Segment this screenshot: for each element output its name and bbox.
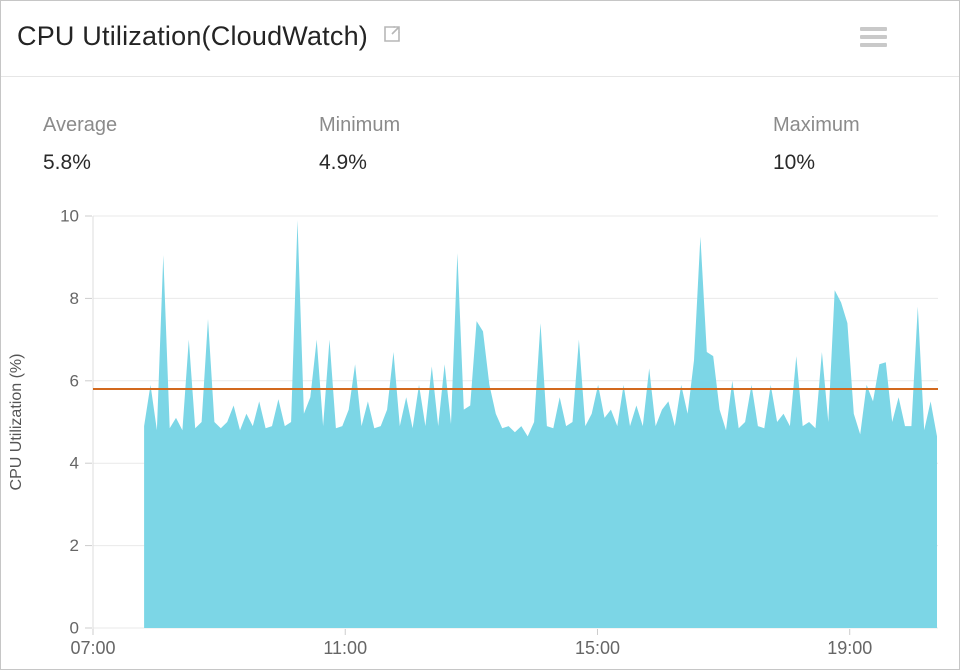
y-axis-title: CPU Utilization (%)	[8, 354, 25, 491]
chart-svg: 0 2 4 6 8 10 07:00 11:00 15:00 19:00 CPU Utilizati…	[8, 207, 938, 658]
stat-minimum-value: 4.9%	[319, 151, 367, 174]
x-tick-label: 19:00	[827, 638, 872, 658]
hamburger-menu-icon[interactable]	[860, 27, 887, 47]
x-tick-label: 07:00	[70, 638, 115, 658]
stat-average-value: 5.8%	[43, 151, 91, 174]
hamburger-bar	[860, 35, 887, 39]
x-tick-label: 11:00	[323, 638, 367, 658]
page-title: CPU Utilization(CloudWatch)	[17, 21, 368, 51]
widget-header: CPU Utilization(CloudWatch)	[1, 1, 959, 77]
stat-maximum: Maximum 10%	[773, 114, 860, 175]
stat-average: Average 5.8%	[43, 114, 117, 175]
x-tick-label: 15:00	[575, 638, 620, 658]
stat-minimum-label: Minimum	[319, 114, 401, 136]
cpu-utilization-chart: 0 2 4 6 8 10 07:00 11:00 15:00 19:00 CPU Utilizati…	[1, 196, 960, 671]
y-tick-label: 0	[70, 619, 79, 638]
y-tick-label: 4	[70, 454, 79, 473]
stat-maximum-label: Maximum	[773, 114, 860, 136]
stat-maximum-value: 10%	[773, 151, 816, 174]
stat-average-label: Average	[43, 114, 118, 136]
y-tick-label: 6	[70, 371, 79, 390]
stat-minimum: Minimum 4.9%	[319, 114, 400, 175]
y-tick-label: 10	[60, 207, 79, 226]
y-tick-label: 8	[70, 289, 79, 308]
cpu-utilization-area-series[interactable]	[144, 220, 938, 628]
hamburger-bar	[860, 43, 887, 47]
hamburger-bar	[860, 27, 887, 31]
stats-row: Average 5.8% Minimum 4.9% Maximum 10%	[1, 77, 959, 196]
y-tick-label: 2	[70, 536, 79, 555]
external-link-icon[interactable]	[382, 24, 402, 44]
